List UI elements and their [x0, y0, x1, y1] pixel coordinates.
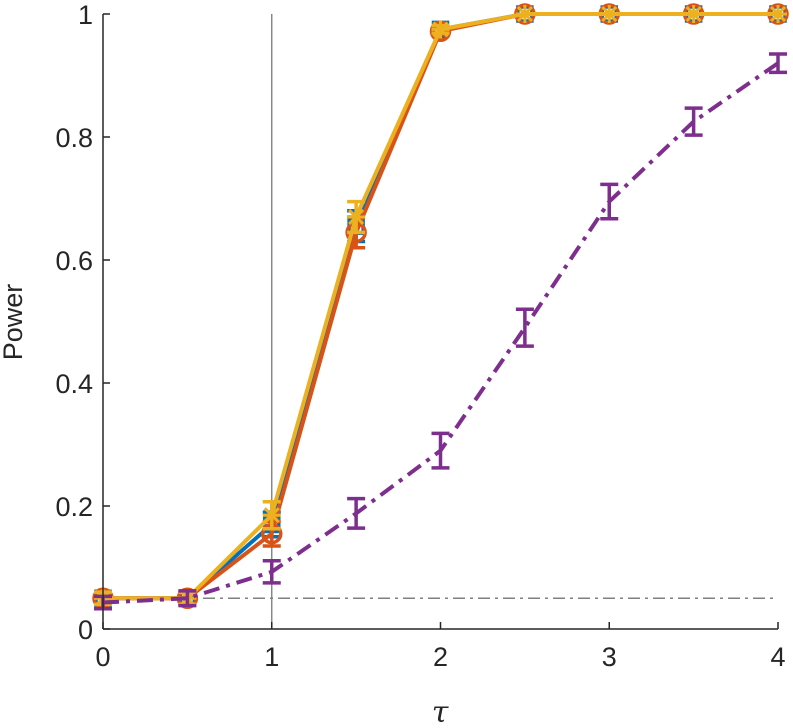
x-tick-label: 0 [95, 642, 110, 672]
data-point-star [347, 207, 366, 226]
star-stroke [432, 21, 449, 38]
error-bar [600, 182, 619, 221]
series-1 [94, 5, 787, 607]
y-tick-label: 0 [78, 615, 93, 645]
x-tick-label: 3 [602, 642, 617, 672]
data-point-star [600, 5, 619, 23]
y-tick-label: 0.4 [55, 369, 93, 399]
series-1-line [103, 12, 778, 601]
series-4-line [102, 61, 780, 605]
series-layer [92, 3, 789, 611]
y-tick-label: 0.6 [55, 246, 93, 276]
x-tick-label: 1 [264, 642, 279, 672]
data-point-star [684, 5, 703, 23]
reference-lines [103, 14, 778, 629]
error-bar [178, 589, 197, 608]
star-stroke [263, 507, 280, 524]
y-tick-label: 0.8 [55, 123, 93, 153]
x-tick-label: 2 [433, 642, 448, 672]
star-stroke [685, 5, 702, 23]
y-axis-label: Power [0, 284, 28, 361]
y-tick-label: 0.2 [55, 492, 93, 522]
data-point-star [515, 5, 534, 23]
star-stroke [516, 5, 533, 23]
error-bar [347, 496, 366, 530]
error-bar [262, 558, 281, 585]
error-bar [769, 52, 787, 75]
series-4 [94, 52, 787, 611]
star-stroke [348, 208, 365, 226]
series-3 [94, 5, 787, 608]
error-bar [431, 431, 450, 470]
data-point-star [769, 5, 787, 23]
data-point-star [431, 20, 450, 39]
y-tick-label: 1 [78, 0, 93, 30]
data-point-star [262, 506, 281, 525]
series-3-line [103, 12, 778, 601]
axes [102, 14, 778, 630]
star-stroke [601, 5, 618, 23]
x-axis-label: τ [432, 695, 449, 728]
series-2-line [103, 12, 778, 601]
series-2 [92, 3, 789, 609]
error-bar [515, 307, 534, 348]
star-stroke [769, 5, 787, 23]
tick-marks-and-labels: 0 1 2 3 4 0 0.2 0.4 0.6 0.8 1 [55, 0, 785, 672]
error-bar [684, 106, 703, 137]
x-tick-label: 4 [770, 642, 785, 672]
